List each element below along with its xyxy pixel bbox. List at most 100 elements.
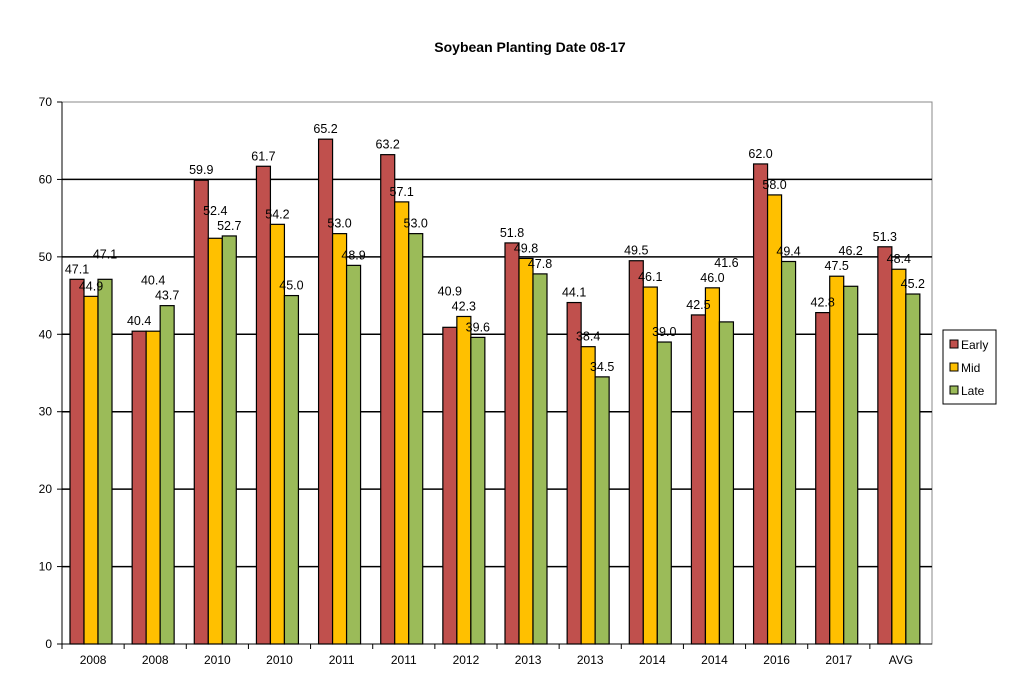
bar-late xyxy=(594,376,610,645)
bar-mid xyxy=(704,287,721,645)
bar-early xyxy=(877,246,893,645)
bar-early xyxy=(752,163,769,645)
x-tick-label: 2013 xyxy=(577,653,604,667)
data-label: 47.5 xyxy=(825,259,849,273)
bar-early xyxy=(442,326,458,645)
bar-late xyxy=(283,294,300,645)
data-label: 62.0 xyxy=(748,147,772,161)
bar-mid xyxy=(456,315,472,645)
x-tick-label: 2010 xyxy=(204,653,231,667)
x-tick-label: 2008 xyxy=(80,653,107,667)
bar-mid xyxy=(829,275,845,645)
x-tick-label: 2017 xyxy=(825,653,852,667)
data-label: 44.9 xyxy=(79,279,103,293)
data-label: 39.0 xyxy=(652,325,676,339)
data-label: 49.4 xyxy=(776,245,800,259)
bar-late xyxy=(345,264,362,645)
data-label: 47.8 xyxy=(528,257,552,271)
bar-mid xyxy=(331,233,348,645)
data-label: 59.9 xyxy=(189,163,213,177)
y-tick-label: 40 xyxy=(39,327,53,341)
bar-late xyxy=(780,260,797,645)
data-label: 51.8 xyxy=(500,226,524,240)
data-label: 40.9 xyxy=(438,284,462,298)
data-label: 58.0 xyxy=(762,178,786,192)
x-tick-label: AVG xyxy=(889,653,913,667)
bar-mid xyxy=(642,286,658,645)
data-label: 49.5 xyxy=(624,244,648,258)
data-label: 42.3 xyxy=(452,299,476,313)
legend-swatch xyxy=(949,385,959,395)
bar-late xyxy=(718,321,735,645)
bar-late xyxy=(159,305,175,645)
bar-mid xyxy=(207,237,223,645)
bar-late xyxy=(408,233,424,645)
bar-early xyxy=(380,154,396,645)
bar-early xyxy=(131,330,147,645)
legend-swatch xyxy=(949,339,959,349)
data-label: 46.1 xyxy=(638,270,662,284)
bar-mid xyxy=(580,346,596,645)
x-tick-label: 2011 xyxy=(329,653,355,667)
x-tick-label: 2012 xyxy=(453,653,480,667)
data-label: 42.5 xyxy=(686,298,710,312)
data-label: 45.0 xyxy=(279,279,303,293)
bar-late xyxy=(470,336,486,645)
data-label: 61.7 xyxy=(251,149,275,163)
data-label: 46.2 xyxy=(839,244,863,258)
y-tick-label: 60 xyxy=(39,172,53,186)
data-label: 48.4 xyxy=(887,252,911,266)
data-label: 53.0 xyxy=(327,217,351,231)
data-label: 57.1 xyxy=(390,185,414,199)
bar-late xyxy=(221,235,237,645)
chart-title: Soybean Planting Date 08-17 xyxy=(434,39,626,55)
bar-late xyxy=(656,341,672,645)
bar-early xyxy=(690,314,707,645)
data-label: 45.2 xyxy=(901,277,925,291)
bar-late xyxy=(97,278,113,645)
data-label: 47.1 xyxy=(65,262,89,276)
data-label: 44.1 xyxy=(562,286,586,300)
data-label: 38.4 xyxy=(576,330,600,344)
data-label: 51.3 xyxy=(873,230,897,244)
data-label: 39.6 xyxy=(466,320,490,334)
y-tick-label: 70 xyxy=(39,95,53,109)
legend-label: Mid xyxy=(961,361,980,375)
bar-late xyxy=(843,285,859,645)
x-tick-label: 2014 xyxy=(639,653,666,667)
bar-early xyxy=(628,260,644,645)
bar-mid xyxy=(83,295,99,645)
data-label: 63.2 xyxy=(376,138,400,152)
bar-late xyxy=(532,273,548,645)
data-label: 49.8 xyxy=(514,241,538,255)
legend-label: Late xyxy=(961,384,985,398)
bar-mid xyxy=(891,268,907,645)
bar-mid xyxy=(766,194,783,645)
data-label: 52.4 xyxy=(203,204,227,218)
y-tick-label: 20 xyxy=(39,482,53,496)
data-label: 34.5 xyxy=(590,360,614,374)
bar-early xyxy=(566,301,582,645)
x-tick-label: 2011 xyxy=(391,653,417,667)
data-label: 43.7 xyxy=(155,289,179,303)
bar-early xyxy=(255,165,272,645)
data-label: 54.2 xyxy=(265,207,289,221)
data-label: 47.1 xyxy=(93,247,117,261)
y-tick-label: 50 xyxy=(39,250,53,264)
data-label: 48.9 xyxy=(341,248,365,262)
x-tick-label: 2010 xyxy=(266,653,293,667)
data-label: 42.8 xyxy=(811,296,835,310)
data-label: 40.4 xyxy=(127,314,151,328)
bar-late xyxy=(905,293,921,645)
data-label: 65.2 xyxy=(313,122,337,136)
x-tick-label: 2016 xyxy=(763,653,790,667)
bar-early xyxy=(317,138,334,645)
data-label: 53.0 xyxy=(404,217,428,231)
bar-early xyxy=(69,278,85,645)
y-tick-label: 30 xyxy=(39,405,53,419)
bar-mid xyxy=(145,330,161,645)
data-label: 40.4 xyxy=(141,274,165,288)
bar-mid xyxy=(518,257,534,645)
data-label: 52.7 xyxy=(217,219,241,233)
